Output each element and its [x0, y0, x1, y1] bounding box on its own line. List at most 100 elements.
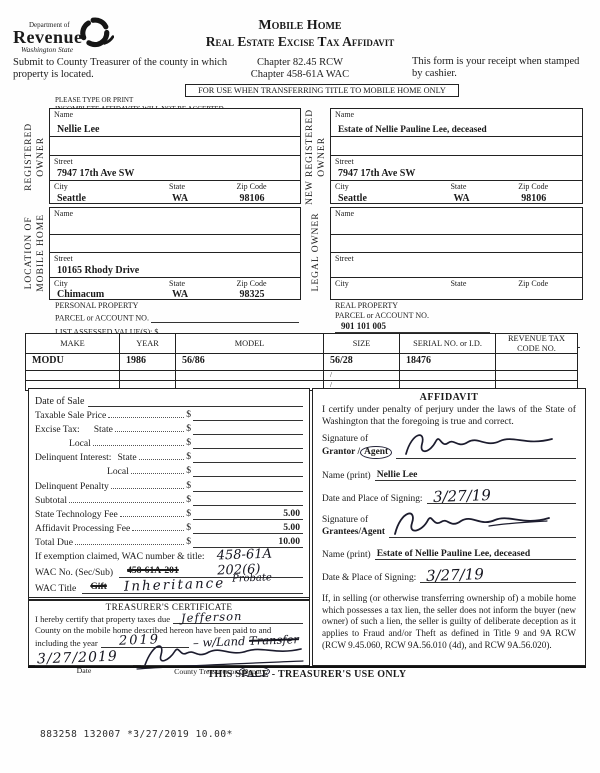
grantee-date-handwritten: 3/27/19: [425, 564, 485, 585]
table-cell: [495, 371, 577, 380]
wac-no-struck-value: 458-61A-201: [127, 564, 179, 576]
table-cell: /: [323, 371, 399, 380]
location-city-row: City Chimacum State WA Zip Code 98325: [50, 277, 300, 301]
year-field: 2019: [100, 632, 189, 649]
grantee-signature-field: [389, 512, 576, 538]
city-label: City: [54, 279, 68, 288]
parcel-no-label: PARCEL or ACCOUNT NO.: [55, 313, 149, 323]
grantor-agent-label: Grantor / Agent: [322, 445, 393, 459]
treasurer-certificate: TREASURER'S CERTIFICATE I hereby certify…: [28, 600, 310, 677]
fee-sublabel: State: [117, 452, 137, 464]
table-row: /: [26, 380, 577, 390]
table-cell: [175, 371, 323, 380]
table-cell: /: [323, 381, 399, 390]
wac-title-handwritten-value-2: Probate: [232, 572, 273, 585]
fee-amount: [193, 434, 303, 436]
zip-label: Zip Code: [236, 279, 267, 288]
cashier-stamp: 883258 132007 *3/27/2019 10.00*: [40, 729, 233, 740]
fee-label: Affidavit Processing Fee: [35, 522, 131, 534]
new-owner-name-row: Name Estate of Nellie Pauline Lee, decea…: [331, 109, 582, 136]
grantee-agent-label: Grantees/Agent: [322, 526, 386, 537]
new-owner-city-value: Seattle: [338, 193, 367, 204]
treasurer-date-field: 3/27/2019: [35, 648, 133, 668]
fee-row: Local $: [35, 463, 303, 478]
wac-title-handwritten-value: Inheritance: [124, 575, 226, 595]
grantor-name-value: Nellie Lee: [376, 468, 418, 480]
legal-name-row: Name: [331, 208, 582, 234]
fee-row: Taxable Sale Price $: [35, 407, 303, 422]
form-title-line1: Mobile Home: [258, 18, 342, 33]
affidavit-certify-text: I certify under penalty of perjury under…: [322, 404, 576, 427]
new-registered-owner-box: Name Estate of Nellie Pauline Lee, decea…: [330, 108, 583, 204]
print-instruction-1: PLEASE TYPE OR PRINT: [55, 96, 134, 104]
registered-owner-name-row: Name Nellie Lee: [50, 109, 300, 136]
land-note-handwritten: – w/Land Transfer: [193, 632, 299, 650]
fee-amount: [193, 476, 303, 478]
personal-parcel-value: [151, 311, 163, 321]
year-handwritten: 2019: [118, 632, 161, 649]
grantor-signature-block: Signature of Grantor / Agent: [322, 434, 576, 459]
legal-owner-section-label: LEGAL OWNER: [311, 192, 323, 312]
registered-owner-street-value: 7947 17th Ave SW: [57, 168, 135, 179]
tax-lien-warning: If, in selling (or otherwise transferrin…: [322, 592, 576, 650]
registered-owner-zip-value: 98106: [239, 193, 265, 204]
parcel-no-label: PARCEL or ACCOUNT NO.: [335, 311, 429, 320]
real-parcel-row: PARCEL or ACCOUNT NO. 901 101 005: [335, 311, 585, 334]
fee-amount: [193, 420, 303, 422]
registered-owner-name-value: Nellie Lee: [57, 124, 100, 135]
grantor-date-field: 3/27/19: [426, 485, 576, 506]
table-header: MODEL: [175, 334, 323, 353]
treasurer-certify-text: County on the mobile home described here…: [35, 625, 272, 635]
name-print-label: Name (print): [322, 470, 371, 481]
county-handwritten: Jefferson: [180, 608, 243, 626]
treasurer-use-only-bar: THIS SPACE - TREASURER'S USE ONLY: [28, 666, 586, 680]
fee-amount: [193, 462, 303, 464]
grantor-label-text: Grantor /: [322, 446, 361, 457]
zip-label: Zip Code: [518, 279, 549, 288]
fee-row: Affidavit Processing Fee $5.00: [35, 520, 303, 534]
table-header: MAKE: [60, 338, 85, 348]
street-label: Street: [54, 157, 73, 166]
real-parcel-value: 901 101 005: [341, 321, 386, 331]
grantee-name-value: Estate of Nellie Pauline Lee, deceased: [376, 547, 531, 559]
wac-title-struck-value: Gift: [90, 580, 107, 592]
state-label: State: [169, 182, 185, 191]
legal-street-row: Street: [331, 252, 582, 277]
fee-row: Total Due $10.00: [35, 534, 303, 548]
fee-row: Local $: [35, 435, 303, 450]
grantor-date-row: Date and Place of Signing: 3/27/19: [322, 485, 576, 506]
name-print-label: Name (print): [322, 549, 371, 560]
table-cell-make: MODU: [32, 355, 64, 366]
registered-owner-street-row: Street 7947 17th Ave SW: [50, 155, 300, 180]
legal-owner-box: Name Street City State Zip Code: [330, 207, 583, 300]
name-label: Name: [335, 110, 355, 119]
city-label: City: [54, 182, 68, 191]
new-owner-zip-value: 98106: [521, 193, 547, 204]
signature-of-label: Signature of: [322, 434, 369, 445]
treasurer-line-3: including the year 2019 – w/Land Transfe…: [35, 632, 303, 650]
grantor-name-field: Nellie Lee: [374, 467, 576, 481]
table-cell: [119, 371, 175, 380]
table-row: /: [26, 370, 577, 380]
table-cell-revenue-code: [495, 354, 577, 370]
grantor-date-handwritten: 3/27/19: [432, 485, 491, 506]
date-place-label: Date and Place of Signing:: [322, 493, 423, 504]
currency-symbol: $: [186, 465, 191, 477]
fee-amount: [193, 490, 303, 492]
wac-title-label: WAC Title: [35, 582, 77, 594]
currency-symbol: $: [186, 521, 191, 533]
treasurer-date-handwritten: 3/27/2019: [36, 648, 119, 668]
registered-owner-state-value: WA: [172, 193, 189, 204]
table-header: SERIAL NO. or I.D.: [399, 334, 495, 353]
fee-label: Delinquent Interest:: [35, 452, 112, 464]
currency-symbol: $: [186, 451, 191, 463]
wac-title-field: Gift Inheritance Probate: [82, 572, 303, 595]
table-row: MODU 1986 56/86 56/28 18476: [26, 353, 577, 370]
fee-label: Subtotal: [35, 494, 67, 506]
fee-row: Subtotal $: [35, 492, 303, 506]
fee-sublabel: State: [93, 424, 113, 436]
section-label-line: LOCATION OF: [24, 216, 35, 290]
currency-symbol: $: [186, 507, 191, 519]
fee-label: Total Due: [35, 536, 73, 548]
